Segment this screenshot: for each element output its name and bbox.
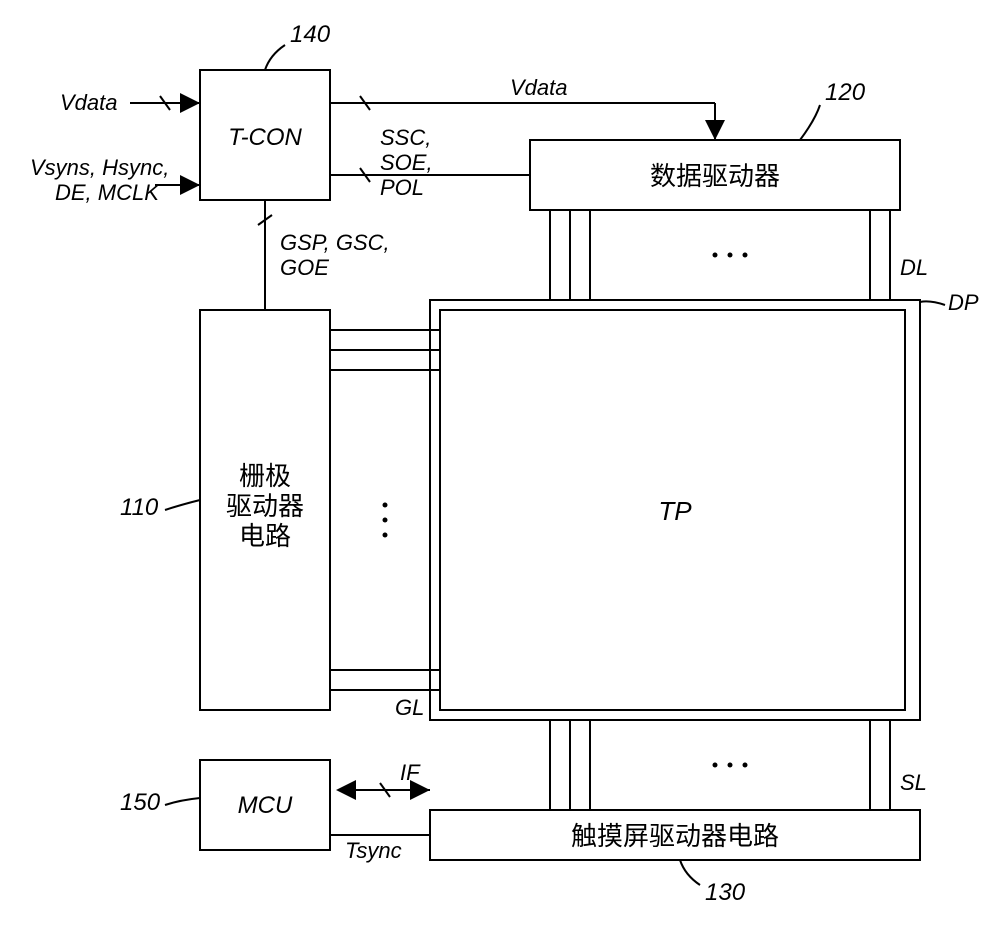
- sync-in-label-2: DE, MCLK: [55, 180, 160, 205]
- ts-driver-ref: 130: [705, 879, 746, 906]
- gate-driver-label-1: 栅极: [239, 461, 291, 491]
- mcu-ref: 150: [120, 789, 161, 816]
- gate-driver-label-2: 驱动器: [226, 491, 304, 521]
- data-driver-ref-leader: [800, 105, 820, 140]
- vdata-out-label: Vdata: [510, 75, 568, 100]
- data-driver-label: 数据驱动器: [650, 161, 780, 191]
- ssc-label-2: SOE,: [380, 150, 433, 175]
- data-driver-ref: 120: [825, 79, 866, 106]
- gsp-label-1: GSP, GSC,: [280, 230, 390, 255]
- sl-label: SL: [900, 770, 927, 795]
- dp-ref: DP: [948, 290, 979, 315]
- gate-driver-label-3: 电路: [239, 521, 291, 551]
- ts-driver-ref-leader: [680, 860, 700, 885]
- mcu-ref-leader: [165, 798, 200, 805]
- if-label: IF: [400, 760, 421, 785]
- tcon-label: T-CON: [228, 124, 302, 151]
- sl-bus: [550, 720, 890, 810]
- gl-bus: [330, 330, 440, 690]
- tcon-ref-leader: [265, 45, 285, 70]
- dl-label: DL: [900, 255, 928, 280]
- ssc-label-3: POL: [380, 175, 424, 200]
- vdata-in-label: Vdata: [60, 90, 118, 115]
- dl-bus: [550, 210, 890, 300]
- gsp-label-2: GOE: [280, 255, 329, 280]
- gl-label: GL: [395, 695, 424, 720]
- block-diagram: T-CON 140 Vdata Vsyns, Hsync, DE, MCLK 数…: [0, 0, 1000, 929]
- tsync-label: Tsync: [345, 838, 402, 863]
- ts-driver-label: 触摸屏驱动器电路: [571, 821, 779, 851]
- ssc-label-1: SSC,: [380, 125, 431, 150]
- tp-label: TP: [658, 496, 692, 526]
- dp-ref-leader: [920, 301, 945, 305]
- gate-driver-ref-leader: [165, 500, 200, 510]
- tcon-ref: 140: [290, 21, 331, 48]
- mcu-label: MCU: [238, 792, 293, 819]
- sync-in-label-1: Vsyns, Hsync,: [30, 155, 169, 180]
- gate-driver-ref: 110: [120, 494, 159, 521]
